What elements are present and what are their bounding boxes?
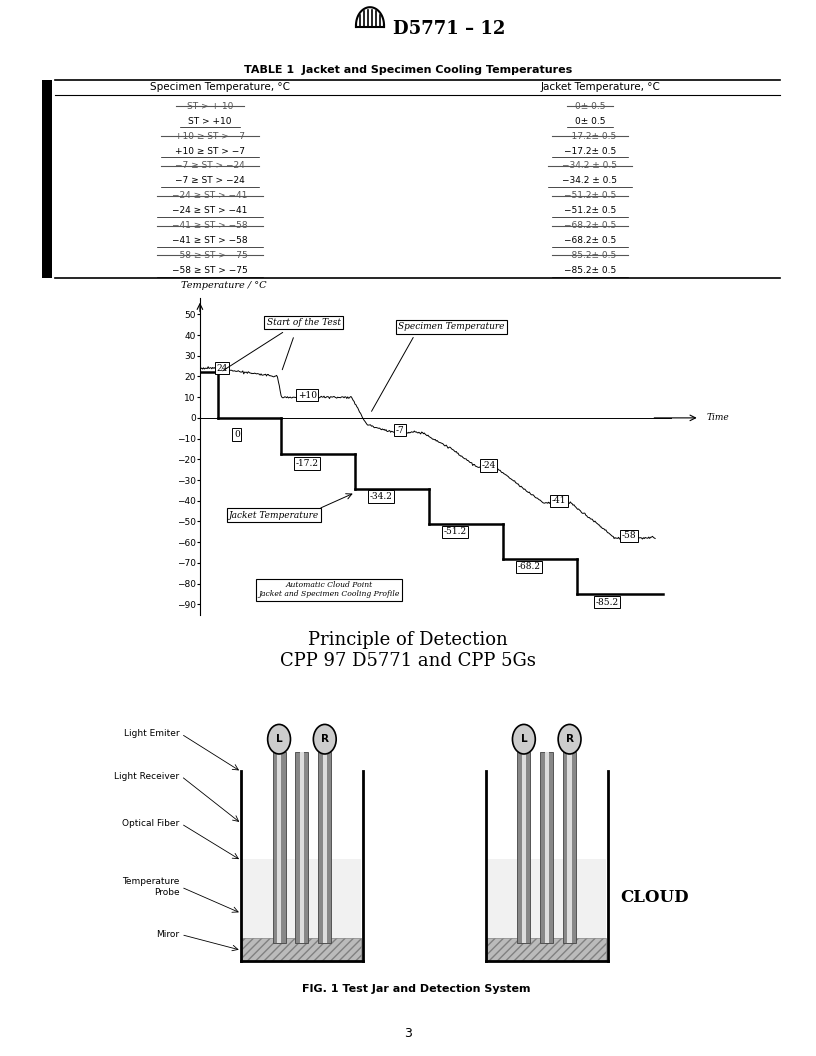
Circle shape bbox=[268, 724, 290, 754]
Bar bbox=[299, 752, 304, 943]
Bar bbox=[242, 938, 361, 961]
Text: D5771 – 12: D5771 – 12 bbox=[393, 20, 505, 38]
Text: 0± 0.5: 0± 0.5 bbox=[574, 101, 605, 111]
Text: Specimen Temperature, °C: Specimen Temperature, °C bbox=[150, 81, 290, 92]
Text: ST > +10: ST > +10 bbox=[188, 116, 232, 126]
Bar bbox=[295, 752, 308, 943]
Text: −7 ≥ ST > −24: −7 ≥ ST > −24 bbox=[175, 162, 245, 170]
Text: Light Receiver: Light Receiver bbox=[114, 772, 180, 780]
Bar bbox=[540, 752, 553, 943]
Text: R: R bbox=[321, 734, 329, 744]
Text: −51.2± 0.5: −51.2± 0.5 bbox=[564, 191, 616, 201]
Text: -51.2: -51.2 bbox=[444, 527, 467, 536]
Circle shape bbox=[558, 724, 581, 754]
Text: ST > + 10: ST > + 10 bbox=[187, 101, 233, 111]
Text: Jacket Temperature, °C: Jacket Temperature, °C bbox=[540, 81, 660, 92]
Bar bbox=[322, 752, 327, 943]
Text: CLOUD: CLOUD bbox=[620, 889, 689, 906]
Text: −17.2± 0.5: −17.2± 0.5 bbox=[564, 147, 616, 155]
Text: −51.2± 0.5: −51.2± 0.5 bbox=[564, 206, 616, 215]
Text: Miror: Miror bbox=[157, 930, 180, 939]
Text: 24: 24 bbox=[216, 363, 228, 373]
Text: +10 ≥ ST > −7: +10 ≥ ST > −7 bbox=[175, 147, 245, 155]
Text: 0: 0 bbox=[234, 430, 240, 439]
Text: +10 ≥ ST > −7: +10 ≥ ST > −7 bbox=[175, 132, 245, 140]
Bar bbox=[544, 752, 549, 943]
Text: Automatic Cloud Point
Jacket and Specimen Cooling Profile: Automatic Cloud Point Jacket and Specime… bbox=[259, 581, 400, 599]
Text: Time: Time bbox=[707, 413, 730, 422]
Bar bbox=[563, 752, 576, 943]
Text: -17.2: -17.2 bbox=[295, 459, 319, 468]
Text: -85.2: -85.2 bbox=[596, 598, 619, 606]
Text: FIG. 1 Test Jar and Detection System: FIG. 1 Test Jar and Detection System bbox=[302, 984, 530, 995]
Text: Temperature
Probe: Temperature Probe bbox=[122, 878, 180, 897]
Text: -58: -58 bbox=[622, 531, 636, 541]
Text: −24 ≥ ST > −41: −24 ≥ ST > −41 bbox=[172, 206, 248, 215]
Bar bbox=[318, 752, 331, 943]
Text: −24 ≥ ST > −41: −24 ≥ ST > −41 bbox=[172, 191, 248, 201]
Text: 3: 3 bbox=[404, 1027, 412, 1040]
Text: +10: +10 bbox=[298, 391, 317, 399]
Text: Jacket Temperature: Jacket Temperature bbox=[228, 511, 319, 520]
Text: −17.2± 0.5: −17.2± 0.5 bbox=[564, 132, 616, 140]
Text: −41 ≥ ST > −58: −41 ≥ ST > −58 bbox=[172, 237, 248, 245]
Bar bbox=[567, 752, 572, 943]
Text: -34.2: -34.2 bbox=[370, 492, 392, 501]
Text: −58 ≥ ST > −75: −58 ≥ ST > −75 bbox=[172, 251, 248, 260]
Text: −68.2± 0.5: −68.2± 0.5 bbox=[564, 237, 616, 245]
Text: −34.2 ± 0.5: −34.2 ± 0.5 bbox=[562, 162, 618, 170]
Text: L: L bbox=[521, 734, 527, 744]
Text: Light Emiter: Light Emiter bbox=[124, 730, 180, 738]
Text: Specimen Temperature: Specimen Temperature bbox=[398, 322, 505, 332]
Text: 0± 0.5: 0± 0.5 bbox=[574, 116, 605, 126]
Text: −85.2± 0.5: −85.2± 0.5 bbox=[564, 266, 616, 275]
Bar bbox=[277, 752, 282, 943]
Text: -41: -41 bbox=[552, 496, 566, 505]
Bar bbox=[487, 938, 606, 961]
Bar bbox=[273, 752, 286, 943]
Bar bbox=[242, 859, 361, 938]
Bar bbox=[487, 859, 606, 938]
Text: −85.2± 0.5: −85.2± 0.5 bbox=[564, 251, 616, 260]
Circle shape bbox=[313, 724, 336, 754]
Text: Start of the Test: Start of the Test bbox=[267, 318, 340, 327]
Text: −7 ≥ ST > −24: −7 ≥ ST > −24 bbox=[175, 176, 245, 186]
Text: −34.2 ± 0.5: −34.2 ± 0.5 bbox=[562, 176, 618, 186]
Text: R: R bbox=[565, 734, 574, 744]
Text: -7: -7 bbox=[396, 426, 404, 435]
Text: Temperature / °C: Temperature / °C bbox=[181, 281, 267, 289]
Bar bbox=[42, 80, 52, 278]
Circle shape bbox=[512, 724, 535, 754]
Bar bbox=[521, 752, 526, 943]
Text: Principle of Detection
CPP 97 D5771 and CPP 5Gs: Principle of Detection CPP 97 D5771 and … bbox=[280, 631, 536, 670]
Text: −41 ≥ ST > −58: −41 ≥ ST > −58 bbox=[172, 221, 248, 230]
Text: -24: -24 bbox=[481, 461, 496, 470]
Text: -68.2: -68.2 bbox=[518, 563, 541, 571]
Text: −68.2± 0.5: −68.2± 0.5 bbox=[564, 221, 616, 230]
Text: Optical Fiber: Optical Fiber bbox=[122, 819, 180, 828]
Text: TABLE 1  Jacket and Specimen Cooling Temperatures: TABLE 1 Jacket and Specimen Cooling Temp… bbox=[244, 64, 572, 75]
Text: L: L bbox=[276, 734, 282, 744]
Text: −58 ≥ ST > −75: −58 ≥ ST > −75 bbox=[172, 266, 248, 275]
Bar bbox=[517, 752, 530, 943]
